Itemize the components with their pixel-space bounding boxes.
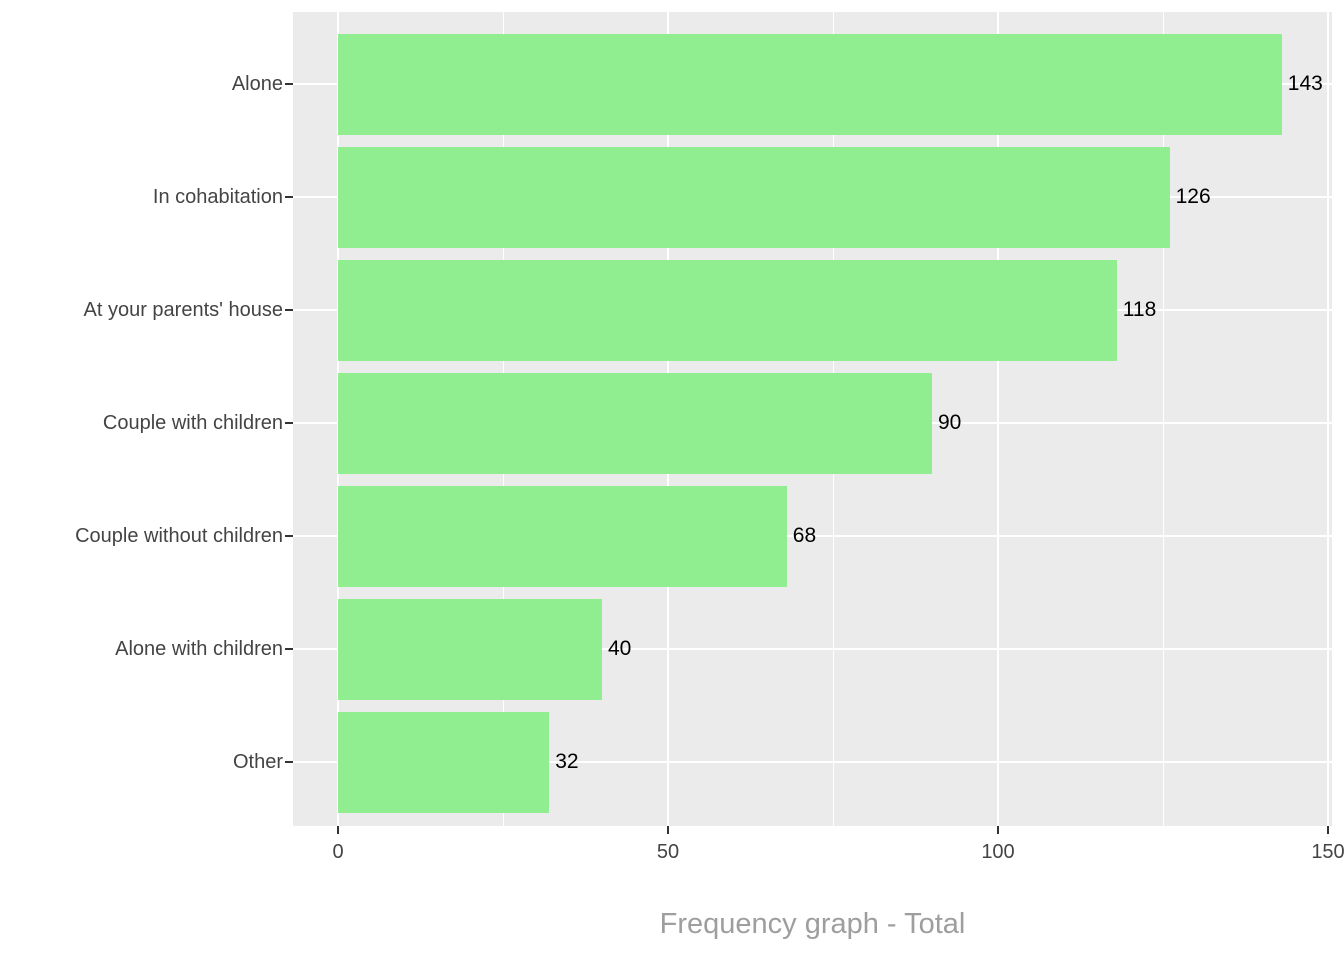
- y-axis-category-label: Couple with children: [102, 412, 283, 434]
- x-axis-tick-label: 50: [656, 841, 680, 863]
- y-axis-category-label: Other: [232, 751, 283, 773]
- gridline-horizontal-major: [293, 761, 1332, 763]
- y-axis-tick-mark: [285, 83, 293, 85]
- y-axis-category-label: Alone: [231, 73, 283, 95]
- bar-value-label: 68: [792, 524, 817, 547]
- y-axis-tick-mark: [285, 535, 293, 537]
- bar-3: [338, 259, 1117, 361]
- bar-value-label: 40: [608, 637, 632, 660]
- bar-value-label: 126: [1175, 185, 1211, 208]
- y-axis-tick-mark: [285, 309, 293, 311]
- bar-value-label: 32: [555, 750, 579, 773]
- gridline-vertical-major: [1327, 12, 1329, 826]
- bar-value-label: 90: [938, 411, 962, 434]
- x-axis-tick-label: 100: [981, 841, 1015, 863]
- bar-value-label: 143: [1287, 72, 1323, 95]
- x-axis-tick-label: 0: [332, 841, 344, 863]
- bar-1: [338, 33, 1282, 135]
- bar-6: [338, 598, 602, 700]
- y-axis-tick-mark: [285, 648, 293, 650]
- x-axis-tick-mark: [337, 826, 339, 834]
- bar-value-label: 118: [1122, 298, 1157, 321]
- x-axis-tick-mark: [997, 826, 999, 834]
- y-axis-tick-mark: [285, 196, 293, 198]
- y-axis-category-label: Alone with children: [115, 638, 283, 660]
- y-axis-category-label: In cohabitation: [152, 186, 283, 208]
- x-axis-tick-label: 150: [1311, 841, 1344, 863]
- gridline-vertical-major: [997, 12, 999, 826]
- bar-4: [338, 372, 932, 474]
- plot-panel: 143 126 118 90 68 40 32: [293, 12, 1332, 826]
- x-axis-tick-mark: [667, 826, 669, 834]
- bar-2: [338, 146, 1170, 248]
- x-axis-tick-mark: [1327, 826, 1329, 834]
- gridline-vertical-minor: [1162, 12, 1164, 826]
- bar-7: [338, 711, 550, 813]
- chart-title: Frequency graph - Total: [659, 908, 966, 940]
- y-axis-category-label: At your parents' house: [83, 299, 284, 321]
- y-axis-category-label: Couple without children: [75, 525, 283, 547]
- y-axis-tick-mark: [285, 422, 293, 424]
- gridline-horizontal-major: [293, 648, 1332, 650]
- y-axis-tick-mark: [285, 761, 293, 763]
- bar-5: [338, 485, 787, 587]
- gridline-horizontal-major: [293, 535, 1332, 537]
